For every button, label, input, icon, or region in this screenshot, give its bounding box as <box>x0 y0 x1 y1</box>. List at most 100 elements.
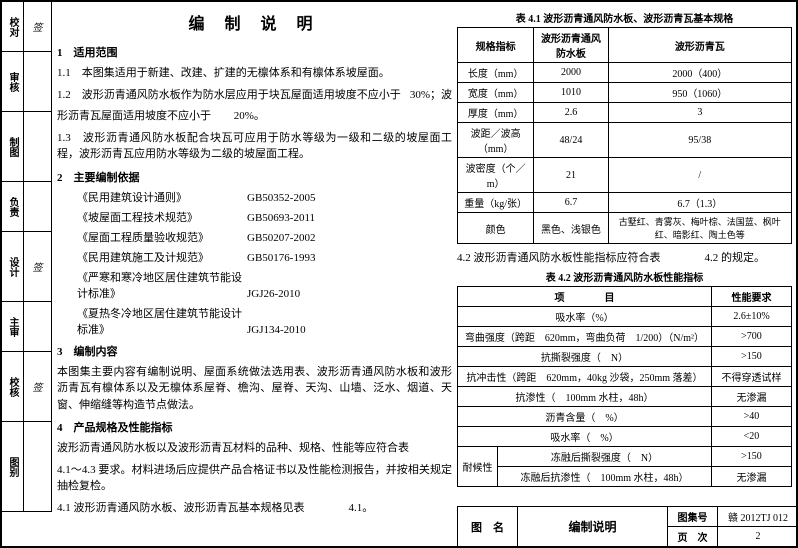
para-4b: 4.1～4.3 要求。材料进场后应提供产品合格证书以及性能检测报告，并按相关规定… <box>57 462 452 495</box>
th: 规格指标 <box>458 28 534 63</box>
ref-code: GB50352-2005 <box>247 192 315 204</box>
td: 抗渗性（ 100mm 水柱，48h） <box>458 386 712 406</box>
td: >700 <box>712 326 792 346</box>
td: <20 <box>712 426 792 446</box>
rev-label: 制图 <box>2 112 24 181</box>
ref-code: GB50207-2002 <box>247 232 315 244</box>
td: >150 <box>712 446 792 466</box>
td: 2000（400） <box>608 63 791 83</box>
rev-cell: 图别 <box>2 422 51 512</box>
th: 性能要求 <box>712 286 792 306</box>
ref-code: GB50693-2011 <box>247 212 315 224</box>
ref-name: 《严寒和寒冷地区居住建筑节能设计标准》 <box>77 269 247 301</box>
pct-20: 20%。 <box>234 110 265 122</box>
td: 波距／波高（mm） <box>458 123 534 158</box>
th: 波形沥青通风防水板 <box>534 28 608 63</box>
td: 颜色 <box>458 213 534 244</box>
title-block: 图 名 编制说明 图集号 赣 2012TJ 012 页 次 2 <box>457 506 798 546</box>
rev-sig <box>24 422 51 511</box>
para-1-2a: 1.2 波形沥青通风防水板作为防水层应用于块瓦屋面适用坡度不应小于 <box>57 89 401 101</box>
table41-caption: 表 4.1 波形沥青通风防水板、波形沥青瓦基本规格 <box>457 10 792 25</box>
rev-label: 校对 <box>2 2 24 51</box>
drawing-sheet: 校对签审核制图负责设计签主审校核签图别 编 制 说 明 1 适用范围 1.1 本… <box>0 0 798 548</box>
para-4-1: 4.1 波形沥青通风防水板、波形沥青瓦基本规格见表 4.1。 <box>57 500 452 517</box>
rev-label: 负责 <box>2 182 24 231</box>
page-title: 编 制 说 明 <box>57 10 452 34</box>
td: 冻融后抗渗性（ 100mm 水柱，48h） <box>498 466 712 486</box>
table-41: 规格指标波形沥青通风防水板波形沥青瓦长度（mm）20002000（400） 宽度（… <box>457 27 792 244</box>
table42-caption: 表 4.2 波形沥青通风防水板性能指标 <box>457 269 792 284</box>
para-1-2b-line: 形沥青瓦屋面适用坡度不应小于 20%。 <box>57 108 452 125</box>
rev-sig <box>24 302 51 351</box>
th: 项 目 <box>458 286 712 306</box>
td: 黑色、浅银色 <box>534 213 608 244</box>
th: 波形沥青瓦 <box>608 28 791 63</box>
td: 6.7（1.3） <box>608 193 791 213</box>
rev-cell: 校核签 <box>2 352 51 422</box>
td: 21 <box>534 158 608 193</box>
td: 950（1060） <box>608 83 791 103</box>
td: 沥青含量（ %） <box>458 406 712 426</box>
table-42: 项 目性能要求吸水率（%）2.6±10%弯曲强度（跨距 620mm，弯曲负荷 1… <box>457 286 792 487</box>
rev-sig: 签 <box>24 352 51 421</box>
td: 无渗漏 <box>712 466 792 486</box>
td: / <box>608 158 791 193</box>
rev-sig <box>24 52 51 111</box>
ref-line: 《民用建筑施工及计规范》GB50176-1993 <box>57 249 452 265</box>
rev-sig: 签 <box>24 2 51 51</box>
td: 95/38 <box>608 123 791 158</box>
td: 宽度（mm） <box>458 83 534 103</box>
rev-cell: 校对签 <box>2 2 51 52</box>
td: >40 <box>712 406 792 426</box>
ref-name: 《坡屋面工程技术规范》 <box>77 209 247 225</box>
revision-panel: 校对签审核制图负责设计签主审校核签图别 <box>2 2 52 512</box>
tb-set-no: 赣 2012TJ 012 <box>718 507 798 526</box>
td: 古墅红、青雾灰、梅叶棕、法国蓝、枫叶红、暗影红、陶土色等 <box>608 213 791 244</box>
ref-code: JGJ26-2010 <box>247 288 300 300</box>
section-4: 4 产品规格及性能指标 <box>57 419 452 435</box>
mid-text: 4.2 波形沥青通风防水板性能指标应符合表 4.2 的规定。 <box>457 250 792 267</box>
rev-cell: 制图 <box>2 112 51 182</box>
para-1-2: 1.2 波形沥青通风防水板作为防水层应用于块瓦屋面适用坡度不应小于 30%；波 <box>57 87 452 104</box>
rev-cell: 负责 <box>2 182 51 232</box>
rev-label: 主审 <box>2 302 24 351</box>
td: 长度（mm） <box>458 63 534 83</box>
td: 48/24 <box>534 123 608 158</box>
rev-sig: 签 <box>24 232 51 301</box>
ref-name: 《屋面工程质量验收规范》 <box>77 229 247 245</box>
section-2: 2 主要编制依据 <box>57 169 452 185</box>
section-1: 1 适用范围 <box>57 44 452 60</box>
td: 2.6 <box>534 103 608 123</box>
rev-cell: 设计签 <box>2 232 51 302</box>
ref-line: 《屋面工程质量验收规范》GB50207-2002 <box>57 229 452 245</box>
td: 无渗漏 <box>712 386 792 406</box>
rev-label: 图别 <box>2 422 24 511</box>
rev-label: 校核 <box>2 352 24 421</box>
para-3: 本图集主要内容有编制说明、屋面系统做法选用表、波形沥青通风防水板和波形沥青瓦有檩… <box>57 364 452 414</box>
references: 《民用建筑设计通则》GB50352-2005《坡屋面工程技术规范》GB50693… <box>57 189 452 337</box>
rev-sig <box>24 182 51 231</box>
para-1-3: 1.3 波形沥青通风防水板配合块瓦可应用于防水等级为一级和二级的坡屋面工程，波形… <box>57 130 452 163</box>
tb-set-label: 图集号 <box>668 507 718 526</box>
tb-stack: 图集号 赣 2012TJ 012 页 次 2 <box>668 507 798 546</box>
td: 吸水率（ %） <box>458 426 712 446</box>
tb-page-no: 2 <box>718 527 798 546</box>
td: 厚度（mm） <box>458 103 534 123</box>
td: 1010 <box>534 83 608 103</box>
tables-area: 表 4.1 波形沥青通风防水板、波形沥青瓦基本规格 规格指标波形沥青通风防水板波… <box>457 10 792 487</box>
rev-label: 审核 <box>2 52 24 111</box>
rev-label: 设计 <box>2 232 24 301</box>
td: 2000 <box>534 63 608 83</box>
ref-name: 《民用建筑设计通则》 <box>77 189 247 205</box>
rev-cell: 审核 <box>2 52 51 112</box>
main-text: 编 制 说 明 1 适用范围 1.1 本图集适用于新建、改建、扩建的无檩体系和有… <box>57 10 452 510</box>
rev-cell: 主审 <box>2 302 51 352</box>
td: 抗冲击性（跨距 620mm，40kg 沙袋，250mm 落差） <box>458 366 712 386</box>
ref-line: 《坡屋面工程技术规范》GB50693-2011 <box>57 209 452 225</box>
tb-name: 编制说明 <box>518 507 668 546</box>
td: 2.6±10% <box>712 306 792 326</box>
td: >150 <box>712 346 792 366</box>
pct-30: 30%；波 <box>410 87 452 104</box>
td: 弯曲强度（跨距 620mm，弯曲负荷 1/200）（N/m²） <box>458 326 712 346</box>
td: 吸水率（%） <box>458 306 712 326</box>
